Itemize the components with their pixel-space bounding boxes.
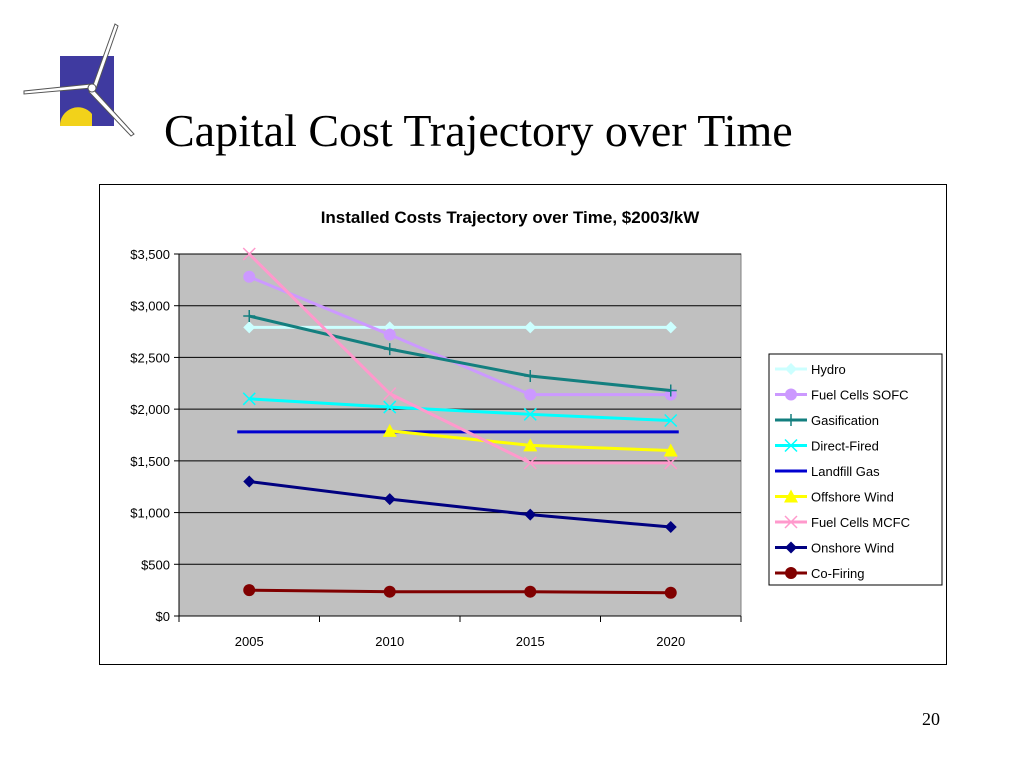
data-point-offshore-wind	[663, 443, 678, 457]
legend-marker-gasification	[785, 414, 797, 426]
series-line-gasification	[248, 314, 671, 393]
chart-frame: Installed Costs Trajectory over Time, $2…	[99, 184, 947, 665]
wind-turbine-logo-icon	[23, 23, 135, 137]
data-point-gasification	[243, 310, 256, 323]
y-tick-label: $1,500	[130, 454, 170, 469]
data-point-co-firing	[383, 585, 396, 598]
data-point-onshore-wind	[243, 475, 256, 488]
data-point-fuel-cells-mcfc	[383, 387, 397, 401]
data-point-fuel-cells-sofc	[243, 270, 256, 283]
series-line-co-firing	[249, 588, 671, 595]
legend-label-fuel-cells-mcfc: Fuel Cells MCFC	[811, 515, 910, 530]
data-point-fuel-cells-sofc	[383, 328, 396, 341]
data-point-gasification	[664, 384, 677, 397]
legend-marker-fuel-cells-sofc	[785, 388, 797, 401]
series-line-onshore-wind	[249, 480, 671, 529]
legend-label-gasification: Gasification	[811, 413, 879, 428]
page-number: 20	[922, 709, 940, 729]
legend-label-co-firing: Co-Firing	[811, 566, 864, 581]
x-tick-label: 2010	[375, 634, 404, 649]
y-tick-label: $2,500	[130, 350, 170, 365]
y-tick-label: $3,000	[130, 299, 170, 314]
data-point-co-firing	[524, 585, 537, 598]
data-point-co-firing	[243, 584, 256, 597]
y-tick-label: $1,000	[130, 506, 170, 521]
data-point-onshore-wind	[664, 521, 677, 534]
series-line-direct-fired	[249, 397, 671, 423]
data-point-hydro	[243, 321, 256, 334]
legend-marker-onshore-wind	[785, 541, 797, 554]
data-point-direct-fired	[383, 400, 397, 414]
data-point-gasification	[524, 370, 537, 383]
data-point-direct-fired	[523, 407, 537, 421]
legend-label-direct-fired: Direct-Fired	[811, 439, 879, 454]
legend-label-landfill-gas: Landfill Gas	[811, 464, 880, 479]
legend-marker-fuel-cells-mcfc	[784, 515, 798, 529]
data-point-offshore-wind	[523, 438, 538, 452]
data-point-hydro	[524, 321, 537, 334]
legend-label-onshore-wind: Onshore Wind	[811, 541, 894, 556]
data-point-fuel-cells-sofc	[524, 388, 537, 401]
legend-label-offshore-wind: Offshore Wind	[811, 490, 894, 505]
y-tick-label: $2,000	[130, 402, 170, 417]
line-chart: Installed Costs Trajectory over Time, $2…	[130, 208, 943, 649]
x-tick-label: 2005	[235, 634, 264, 649]
x-tick-label: 2020	[656, 634, 685, 649]
data-point-hydro	[664, 321, 677, 334]
data-point-direct-fired	[242, 392, 256, 406]
data-point-fuel-cells-mcfc	[664, 456, 678, 470]
series-line-fuel-cells-mcfc	[248, 252, 671, 465]
legend-marker-co-firing	[785, 567, 797, 579]
y-tick-label: $500	[141, 557, 170, 572]
legend-marker-offshore-wind	[784, 489, 798, 503]
data-point-offshore-wind	[382, 423, 397, 437]
logo-sun	[59, 107, 92, 126]
x-tick-label: 2015	[516, 634, 545, 649]
data-point-fuel-cells-mcfc	[523, 456, 537, 470]
data-point-fuel-cells-mcfc	[242, 247, 256, 261]
chart-title: Installed Costs Trajectory over Time, $2…	[321, 208, 701, 227]
data-point-onshore-wind	[524, 508, 537, 521]
data-point-co-firing	[664, 586, 677, 599]
data-point-onshore-wind	[383, 493, 396, 506]
turbine-hub	[87, 83, 97, 93]
legend-marker-hydro	[785, 363, 797, 375]
legend-label-fuel-cells-sofc: Fuel Cells SOFC	[811, 388, 909, 403]
series-line-fuel-cells-sofc	[248, 275, 671, 397]
slide-title: Capital Cost Trajectory over Time	[164, 105, 793, 156]
legend-marker-direct-fired	[784, 438, 798, 453]
data-point-direct-fired	[664, 413, 678, 428]
turbine-blades	[23, 23, 135, 137]
data-point-gasification	[383, 343, 396, 356]
legend-label-hydro: Hydro	[811, 362, 846, 377]
y-tick-label: $0	[156, 609, 170, 624]
plot-area	[178, 253, 742, 617]
y-tick-label: $3,500	[130, 247, 170, 262]
